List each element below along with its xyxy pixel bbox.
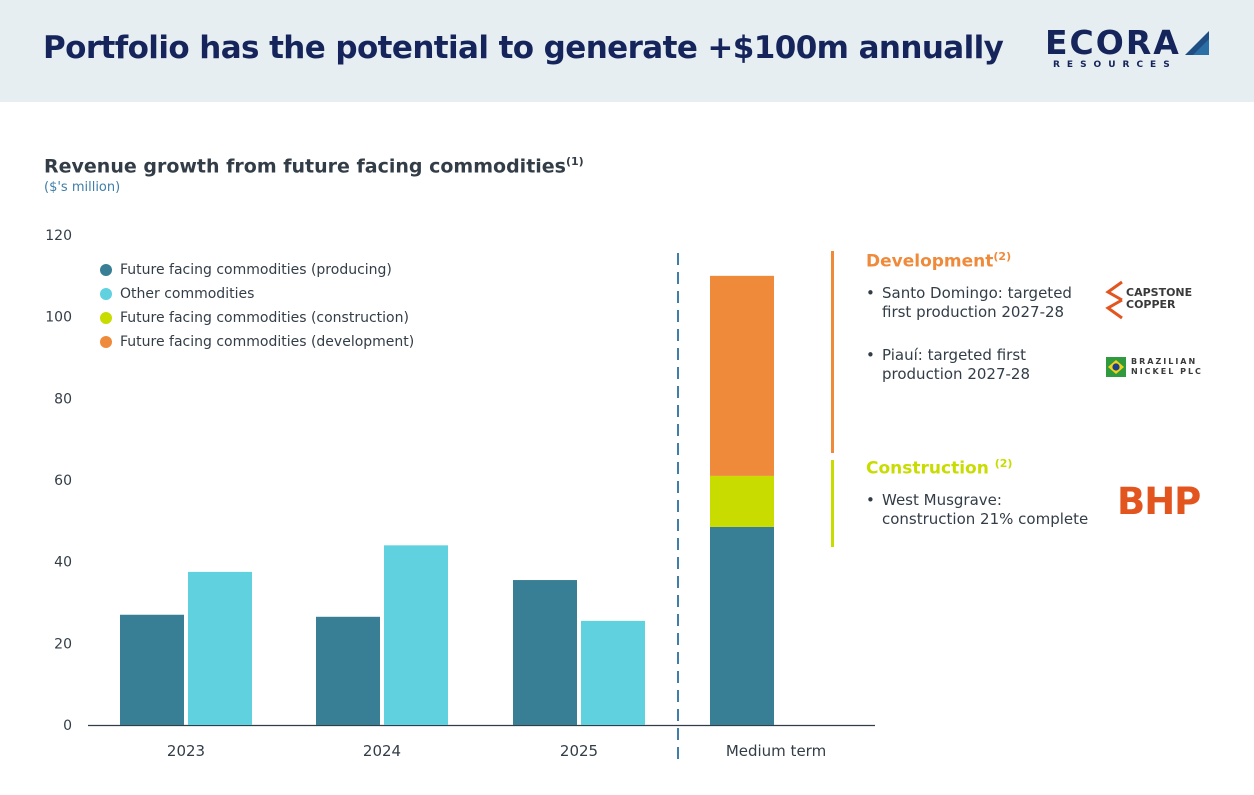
bar-other (384, 545, 448, 725)
bnp-text: BRAZILIAN NICKEL PLC (1131, 357, 1203, 377)
y-tick-label: 80 (54, 391, 72, 407)
development-divider (831, 251, 834, 453)
x-tick-label: 2024 (363, 742, 401, 760)
y-tick-label: 40 (54, 555, 72, 571)
bullet-line: Santo Domingo: targeted (882, 284, 1072, 302)
y-tick-label: 60 (54, 473, 72, 489)
legend-swatch (100, 264, 112, 276)
x-tick-label: 2025 (560, 742, 598, 760)
bar-other (581, 620, 645, 725)
bar-producing (120, 614, 184, 725)
bullet-line: construction 21% complete (882, 510, 1089, 528)
bullet-piaui: • Piauí: targeted first production 2027-… (866, 346, 1030, 384)
legend-label: Other commodities (120, 286, 255, 302)
development-note: (2) (993, 250, 1012, 263)
bullet-line: first production 2027-28 (882, 303, 1065, 321)
brazilian-nickel-logo: BRAZILIAN NICKEL PLC (1106, 355, 1210, 379)
bnp-line: NICKEL PLC (1131, 367, 1203, 376)
bullet-line: Piauí: targeted first (882, 346, 1027, 364)
x-tick-label: 2023 (167, 742, 205, 760)
bhp-logo: BHP (1117, 480, 1201, 523)
chart-title-note: (1) (566, 155, 584, 168)
chart-legend: Future facing commodities (producing) Oth… (100, 258, 414, 354)
legend-item: Future facing commodities (construction) (100, 306, 414, 330)
legend-swatch (100, 336, 112, 348)
legend-label: Future facing commodities (construction) (120, 310, 409, 326)
construction-note: (2) (994, 457, 1013, 470)
y-tick-label: 0 (63, 718, 72, 734)
logo-word: ECORA (1045, 23, 1181, 62)
header-banner (0, 0, 1254, 102)
x-tick-label: Medium term (726, 742, 826, 760)
bullet-west-musgrave: • West Musgrave: construction 21% comple… (866, 491, 1089, 529)
chart-title: Revenue growth from future facing commod… (44, 155, 584, 177)
construction-title: Construction (2) (866, 457, 1012, 479)
logo-subtitle: RESOURCES (1053, 60, 1177, 70)
legend-swatch (100, 288, 112, 300)
development-title: Development(2) (866, 250, 1011, 272)
bnp-line: BRAZILIAN (1131, 357, 1198, 366)
legend-label: Future facing commodities (development) (120, 334, 415, 350)
bar-producing (513, 580, 577, 725)
capstone-line: CAPSTONE (1126, 286, 1193, 299)
bullet-line: West Musgrave: (882, 491, 1002, 509)
bullet-mark: • (866, 346, 875, 364)
ecora-logo: ECORA RESOURCES (1045, 26, 1215, 74)
bullet-mark: • (866, 491, 875, 509)
capstone-text: CAPSTONE COPPER (1126, 287, 1192, 311)
capstone-copper-logo: CAPSTONE COPPER (1104, 280, 1204, 320)
bullet-line: production 2027-28 (882, 365, 1030, 383)
y-tick-label: 20 (54, 636, 72, 652)
y-tick-label: 120 (45, 228, 72, 244)
y-tick-label: 100 (45, 310, 72, 326)
chart-subtitle: ($'s million) (44, 180, 121, 195)
revenue-chart: 0 20 40 60 80 100 120 2023 2024 2025 Medium term (45, 228, 875, 762)
legend-item: Other commodities (100, 282, 414, 306)
legend-item: Future facing commodities (producing) (100, 258, 414, 282)
legend-swatch (100, 312, 112, 324)
bar-development (710, 275, 774, 476)
bar-producing (710, 526, 774, 725)
bar-construction (710, 475, 774, 527)
bar-other (188, 571, 252, 725)
legend-label: Future facing commodities (producing) (120, 262, 392, 278)
development-title-text: Development (866, 251, 994, 272)
capstone-line: COPPER (1126, 298, 1176, 311)
construction-divider (831, 460, 834, 547)
page-title: Portfolio has the potential to generate … (43, 30, 1004, 66)
bullet-mark: • (866, 284, 875, 302)
capstone-mark-icon (1105, 280, 1123, 320)
legend-item: Future facing commodities (development) (100, 330, 414, 354)
construction-title-text: Construction (866, 458, 989, 479)
chart-title-text: Revenue growth from future facing commod… (44, 155, 566, 178)
bar-producing (316, 616, 380, 725)
bullet-santo-domingo: • Santo Domingo: targeted first producti… (866, 284, 1072, 322)
brazil-flag-icon (1106, 357, 1126, 377)
logo-mark-icon (1185, 31, 1209, 55)
